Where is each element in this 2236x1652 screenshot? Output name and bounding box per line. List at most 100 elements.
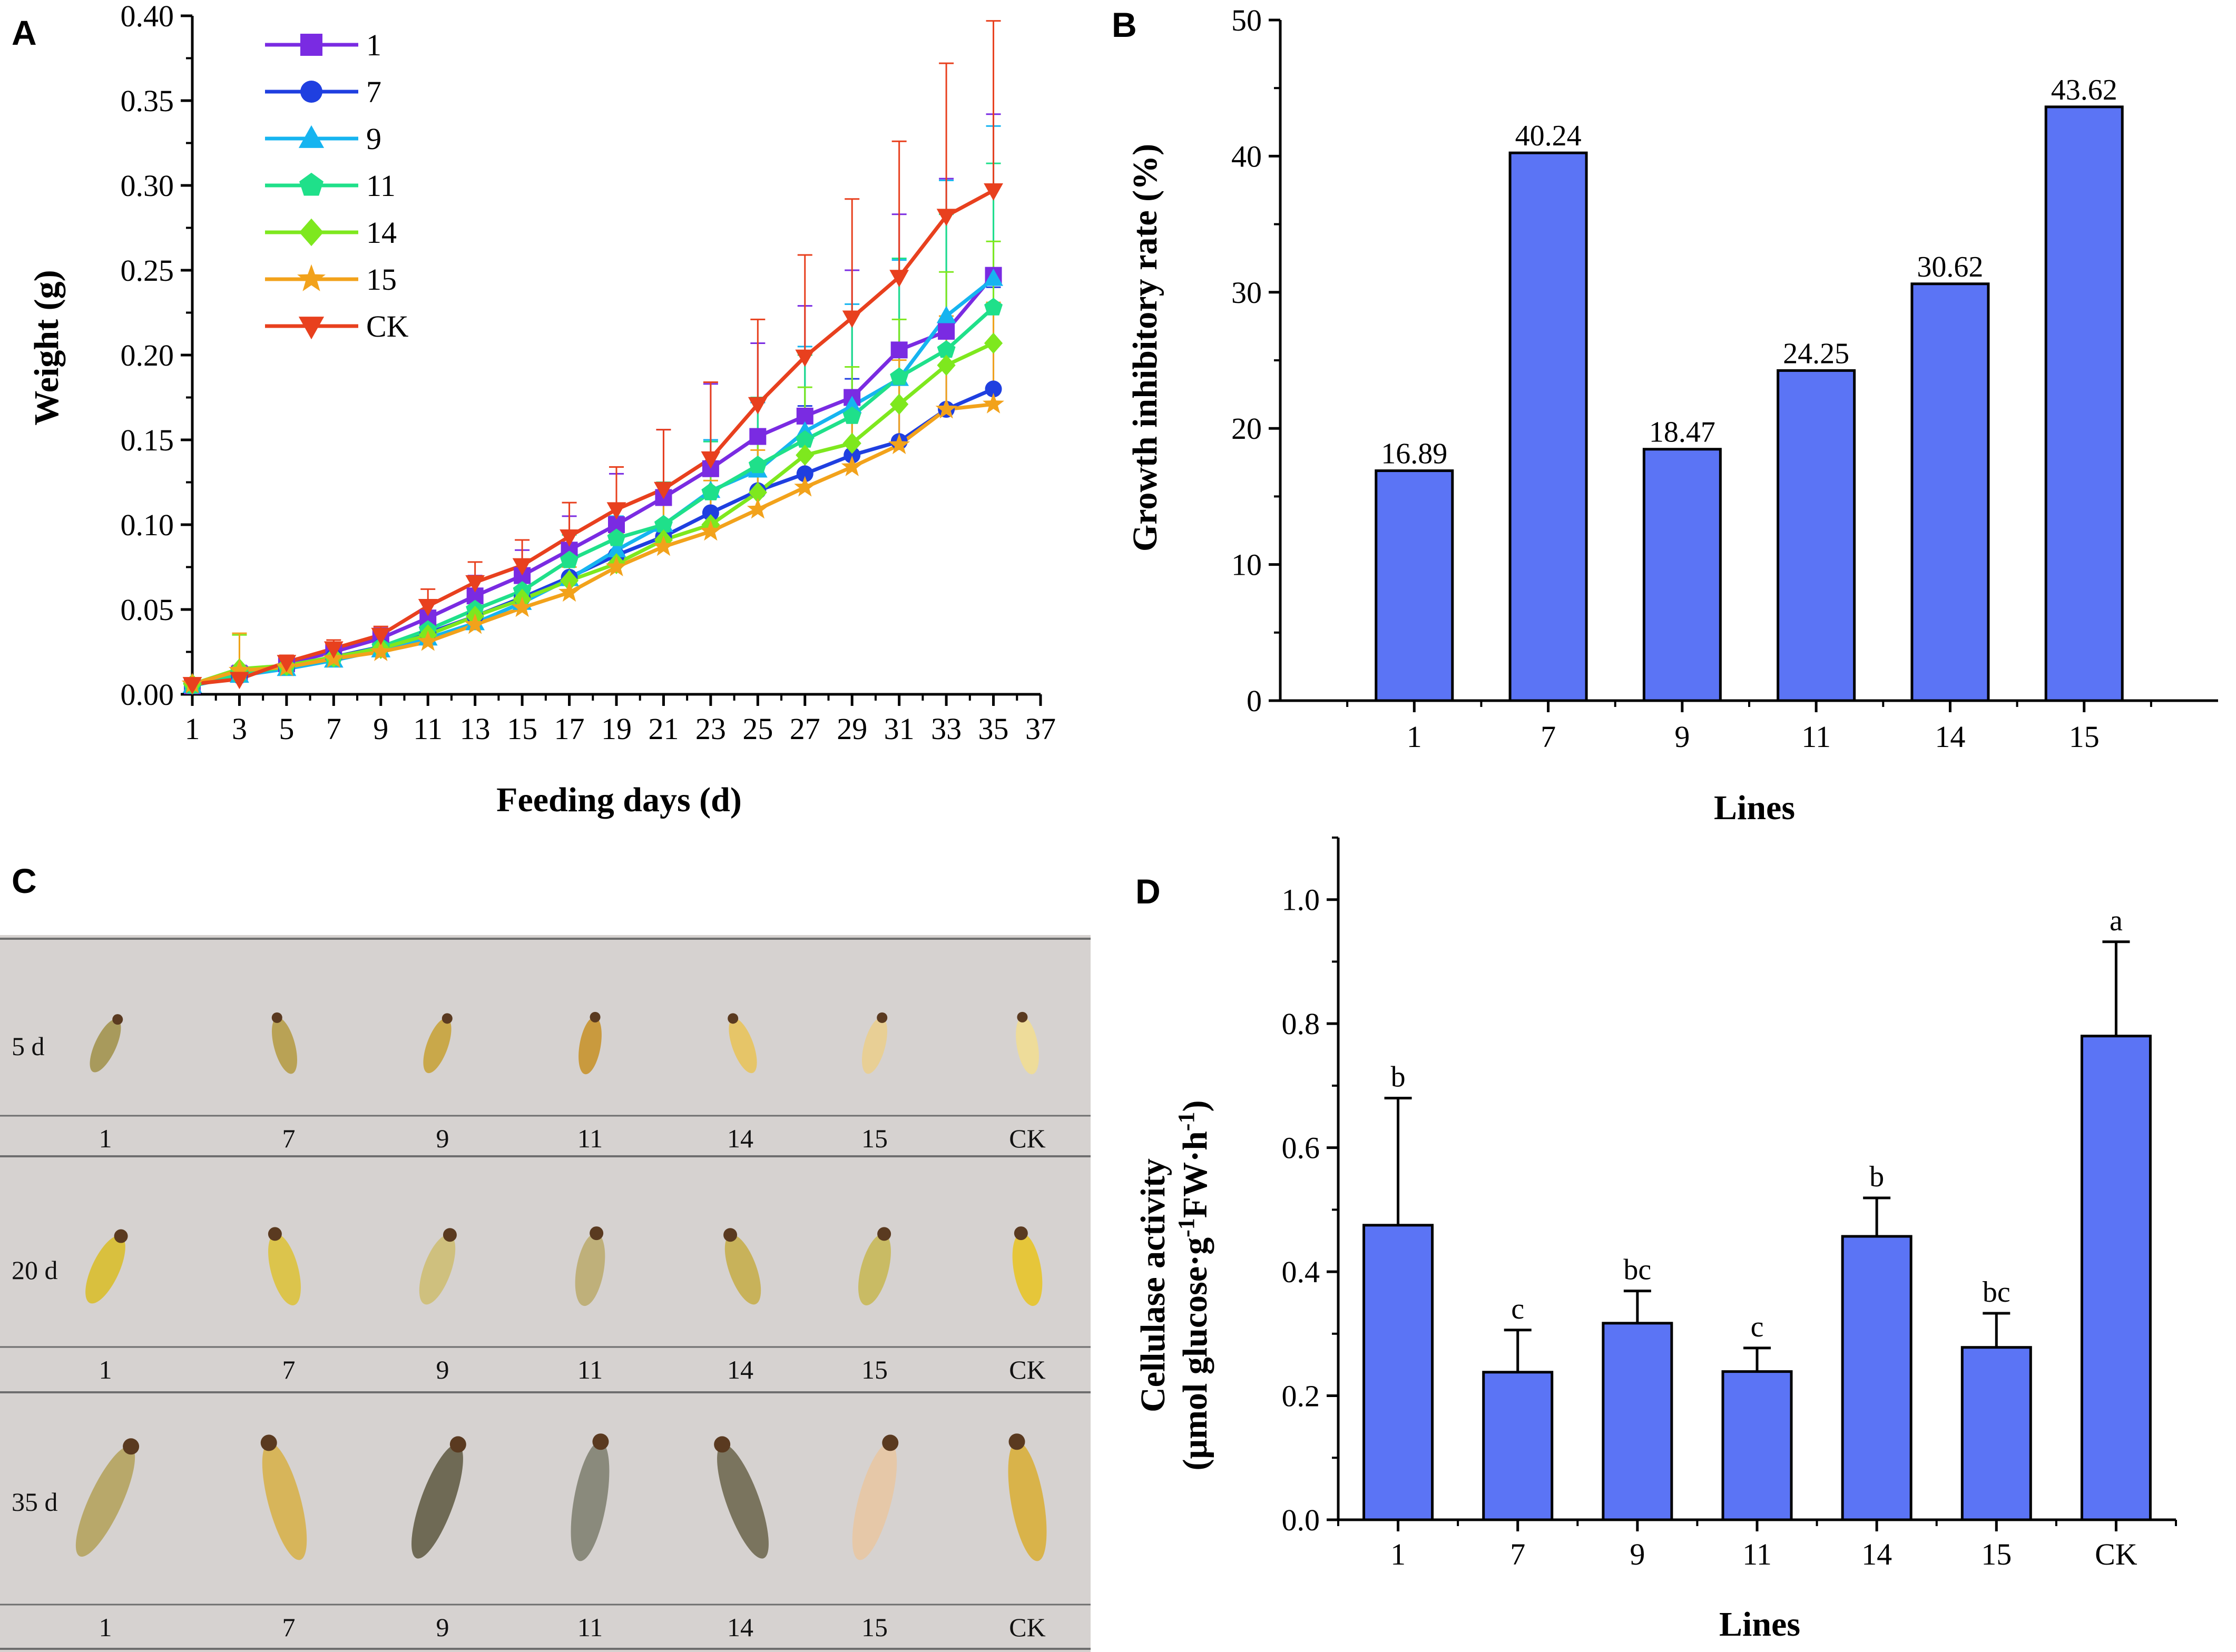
chart-d-y-axis-title-line1: Cellulase activity <box>1134 1158 1172 1412</box>
chart-a-x-tick-label: 17 <box>554 712 585 746</box>
larva-image <box>852 1442 897 1560</box>
photo-line-label: 14 <box>727 1612 753 1642</box>
marker-series-7 <box>796 465 813 483</box>
chart-a-y-tick-label: 0.25 <box>121 253 174 288</box>
chart-a-x-tick-label: 35 <box>978 712 1009 746</box>
larva-head <box>714 1436 731 1453</box>
chart-a-x-tick-label: 29 <box>837 712 867 746</box>
chart-b-y-axis-title: Growth inhibitory rate (%) <box>1126 144 1164 552</box>
marker-series-14 <box>796 444 815 466</box>
chart-d-x-tick-label: 15 <box>1981 1537 2012 1571</box>
panel-letter-a: A <box>12 13 37 52</box>
chart-b-y-tick-label: 30 <box>1231 276 1262 310</box>
larva-image <box>262 1442 307 1560</box>
photo-background <box>0 935 1091 1652</box>
ylabel-part-1: (μmol glucose·g <box>1176 1237 1214 1471</box>
chart-a-axes: 1 3 5 7 9 11 13 15 17 19 21 23 25 27 29 31 33 35 370.000.0… <box>121 0 1056 746</box>
marker-series-15 <box>417 630 439 651</box>
chart-a-x-tick-label: 33 <box>931 712 962 746</box>
marker-series-11 <box>796 430 815 448</box>
chart-d-y-tick-label: 0.0 <box>1282 1503 1320 1537</box>
marker-series-9 <box>936 306 956 323</box>
larva-image <box>717 1444 769 1559</box>
marker-series-11 <box>701 483 720 500</box>
larva-image <box>268 1234 301 1305</box>
chart-a-y-tick-label: 0.20 <box>121 338 174 372</box>
marker-series-CK <box>606 502 626 520</box>
marker-series-14 <box>937 355 956 376</box>
larva-head <box>112 1014 123 1025</box>
chart-d-y-tick-label: 1.0 <box>1282 883 1320 917</box>
marker-series-15 <box>794 476 816 497</box>
larva-head <box>590 1011 601 1022</box>
larva-image <box>575 1233 605 1306</box>
marker-series-CK <box>323 641 344 659</box>
larva-image <box>90 1019 121 1073</box>
marker-series-14 <box>560 570 579 592</box>
chart-a-x-tick-label: 5 <box>279 712 294 746</box>
bar-value-label-7: 40.24 <box>1515 120 1582 152</box>
marker-series-11 <box>890 367 909 385</box>
bar-line-1 <box>1362 1224 1434 1521</box>
bar-value-label-11: 24.25 <box>1783 337 1849 370</box>
line-series-CK <box>192 189 995 686</box>
bar-line-1 <box>1375 469 1454 702</box>
chart-b-x-tick-label: 1 <box>1407 720 1422 754</box>
chart-a-x-tick-label: 19 <box>601 712 632 746</box>
marker-series-14 <box>890 394 909 415</box>
larva-image <box>1016 1017 1039 1075</box>
chart-a-x-tick-label: 7 <box>326 712 341 746</box>
legend-label-CK: CK <box>366 309 409 343</box>
chart-b-x-tick-label: 7 <box>1541 720 1556 754</box>
marker-series-15 <box>652 535 674 556</box>
chart-a-y-tick-label: 0.05 <box>121 593 174 627</box>
larva-image <box>571 1441 610 1561</box>
chart-a-x-tick-label: 37 <box>1025 712 1056 746</box>
marker-series-9 <box>842 396 862 414</box>
larva-image <box>75 1446 135 1557</box>
bar-line-11 <box>1721 1370 1793 1521</box>
chart-a-markers <box>181 183 1005 695</box>
chart-a-y-tick-label: 0.10 <box>121 508 174 542</box>
marker-series-14 <box>842 432 861 454</box>
marker-series-CK <box>889 270 909 288</box>
photo-rows: 5 d 1 7 9 11 14 15 CK 20 d 1 7 9 11 14 15 CK 35 d 1 7 9 11 14… <box>0 938 1091 1650</box>
chart-a-x-tick-label: 23 <box>695 712 726 746</box>
larva-image <box>724 1234 761 1305</box>
bar-line-7 <box>1508 151 1588 702</box>
chart-b-x-tick-label: 14 <box>1935 720 1965 754</box>
significance-letter-1: b <box>1391 1060 1406 1093</box>
bar-line-CK <box>2080 1035 2152 1521</box>
larva-image <box>423 1018 452 1074</box>
bar-line-9 <box>1602 1322 1673 1521</box>
photo-line-label: 15 <box>861 1355 888 1384</box>
line-series-15 <box>192 402 994 686</box>
marker-series-11 <box>607 528 626 546</box>
chart-d-x-axis-title: Lines <box>1719 1605 1800 1644</box>
photo-line-label: 9 <box>436 1355 449 1384</box>
legend-marker-11 <box>299 172 323 196</box>
larva-image <box>272 1017 297 1074</box>
marker-series-9 <box>606 540 626 557</box>
significance-letter-15: bc <box>1983 1276 2011 1309</box>
marker-series-CK <box>418 598 438 616</box>
chart-a-error-bars <box>185 20 1001 686</box>
chart-b-y-tick-label: 40 <box>1231 139 1262 173</box>
marker-series-1 <box>749 428 767 445</box>
larva-image <box>1012 1233 1043 1306</box>
marker-series-CK <box>371 627 391 645</box>
chart-d-x-tick-label: 11 <box>1742 1537 1772 1571</box>
marker-series-1 <box>938 322 955 340</box>
chart-a-y-tick-label: 0.40 <box>121 0 174 33</box>
marker-series-7 <box>702 504 719 522</box>
photo-line-label: 11 <box>577 1124 603 1153</box>
legend-label-11: 11 <box>366 169 396 203</box>
larva-head <box>877 1012 888 1023</box>
larva-head <box>268 1227 282 1241</box>
ylabel-part-3: ) <box>1176 1100 1214 1112</box>
legend-marker-7 <box>300 81 322 103</box>
photo-line-label: 1 <box>99 1124 112 1153</box>
legend-marker-14 <box>299 218 324 247</box>
chart-d-x-tick-label: CK <box>2095 1537 2137 1571</box>
